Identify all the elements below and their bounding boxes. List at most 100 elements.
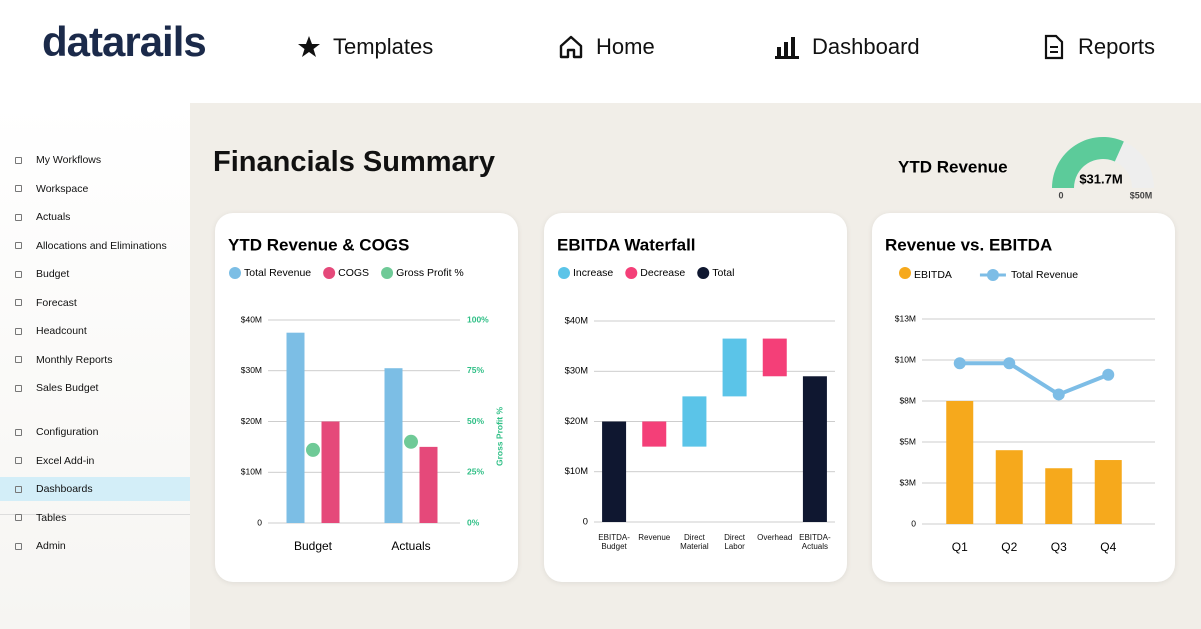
y-tick-label: $30M bbox=[565, 366, 589, 376]
nav-item[interactable]: Reports bbox=[1042, 34, 1155, 60]
x-tick-label: Budget bbox=[294, 539, 333, 553]
y2-tick-label: 100% bbox=[467, 314, 489, 324]
sidebar-item[interactable]: Configuration bbox=[0, 420, 190, 444]
sidebar-item[interactable]: My Workflows bbox=[0, 148, 190, 172]
nav-item[interactable]: Templates bbox=[297, 34, 433, 60]
y-tick-label: $40M bbox=[241, 314, 262, 324]
sidebar-item[interactable]: Tables bbox=[0, 506, 190, 530]
bar bbox=[602, 421, 627, 522]
x-tick-label: Q4 bbox=[1100, 540, 1116, 554]
sidebar-item[interactable]: Actuals bbox=[0, 205, 190, 229]
item-icon bbox=[15, 356, 22, 363]
legend-label: COGS bbox=[338, 267, 369, 279]
sidebar-item[interactable]: Workspace bbox=[0, 177, 190, 201]
gauge: YTD Revenue $31.7M 0 $50M bbox=[898, 136, 1154, 200]
y2-tick-label: 50% bbox=[467, 416, 484, 426]
point bbox=[1052, 388, 1065, 401]
gauge-value: $31.7M bbox=[1079, 171, 1122, 186]
sidebar-item[interactable]: Sales Budget bbox=[0, 376, 190, 400]
gauge-arc bbox=[1052, 136, 1124, 188]
y-tick-label: $3M bbox=[899, 477, 916, 487]
item-label: Actuals bbox=[36, 211, 71, 223]
separator bbox=[0, 514, 190, 515]
item-icon bbox=[15, 213, 22, 221]
sidebar-item[interactable]: Headcount bbox=[0, 319, 190, 343]
item-icon bbox=[15, 457, 22, 464]
point bbox=[306, 442, 320, 457]
x-tick-label: Revenue bbox=[638, 533, 671, 542]
nav-label: Templates bbox=[333, 34, 434, 59]
item-icon bbox=[15, 428, 22, 436]
sidebar-item[interactable]: Budget bbox=[0, 262, 190, 286]
nav-item[interactable]: Home bbox=[558, 34, 655, 60]
item-icon bbox=[15, 485, 22, 493]
item-icon bbox=[15, 542, 22, 550]
chart-card: Revenue vs. EBITDA 0 $3M $5M $8M $10M $13M EBIT… bbox=[872, 213, 1175, 582]
item-label: Forecast bbox=[36, 296, 77, 309]
legend-label: Total bbox=[712, 267, 734, 279]
sidebar-item[interactable]: Dashboards bbox=[0, 477, 190, 501]
legend-label: Increase bbox=[573, 267, 613, 279]
y2-tick-label: 0% bbox=[467, 517, 480, 527]
x-tick-label: Direct Material bbox=[680, 533, 709, 551]
y-tick-label: 0 bbox=[911, 518, 916, 528]
sidebar-item[interactable]: Admin bbox=[0, 534, 190, 558]
y2-axis-label: Gross Profit % bbox=[494, 407, 504, 466]
star-icon bbox=[298, 36, 320, 57]
x-tick-label: Direct Labor bbox=[724, 533, 746, 551]
y-tick-label: $10M bbox=[241, 467, 262, 477]
item-icon bbox=[15, 270, 22, 278]
bar bbox=[682, 396, 707, 447]
y-tick-label: $10M bbox=[565, 466, 589, 476]
item-icon bbox=[15, 384, 22, 392]
x-tick-label: Q2 bbox=[1001, 540, 1017, 554]
sidebar-item[interactable]: Excel Add-in bbox=[0, 449, 190, 473]
gauge-tick-label: 0 bbox=[1058, 190, 1063, 200]
bar bbox=[1045, 468, 1073, 524]
item-icon bbox=[15, 185, 22, 192]
nav-label: Home bbox=[596, 34, 655, 59]
legend-marker bbox=[381, 267, 394, 279]
bar bbox=[995, 450, 1023, 524]
x-tick-label: EBITDA-Actuals bbox=[799, 533, 831, 551]
item-label: Excel Add-in bbox=[36, 454, 95, 467]
chart: YTD Revenue & COGS 0 $10M $20M $30M $40M 0% 25%… bbox=[228, 235, 504, 553]
sidebar: My Workflows Workspace Actuals Allocations … bbox=[0, 103, 190, 629]
y-tick-label: 0 bbox=[583, 516, 588, 526]
bar bbox=[722, 338, 747, 397]
bar bbox=[802, 376, 827, 522]
gauge-title: YTD Revenue bbox=[898, 157, 1008, 176]
logo[interactable]: datarails bbox=[42, 18, 207, 65]
item-icon bbox=[15, 299, 22, 306]
y-tick-label: $8M bbox=[899, 395, 916, 405]
line bbox=[959, 361, 1109, 397]
y-tick-label: $20M bbox=[565, 416, 589, 426]
item-label: Dashboards bbox=[36, 483, 93, 495]
y2-tick-label: 25% bbox=[467, 467, 484, 477]
legend-marker bbox=[986, 269, 999, 281]
sidebar-item[interactable]: Forecast bbox=[0, 291, 190, 315]
page-title: Financials Summary bbox=[213, 146, 496, 178]
item-icon bbox=[15, 156, 22, 164]
header: datarails Templates Home Dashboard Repor… bbox=[0, 0, 1201, 103]
legend-marker bbox=[625, 267, 638, 279]
item-icon bbox=[15, 327, 22, 335]
y-tick-label: $30M bbox=[241, 365, 262, 375]
x-tick-label: EBITDA-Budget bbox=[598, 533, 630, 551]
sidebar-item[interactable]: Allocations and Eliminations bbox=[0, 234, 190, 258]
sidebar-item[interactable]: Monthly Reports bbox=[0, 348, 190, 372]
legend-marker bbox=[899, 267, 911, 279]
y-tick-label: 0 bbox=[257, 517, 262, 527]
point bbox=[1003, 357, 1016, 370]
legend-label: Gross Profit % bbox=[396, 267, 464, 279]
bar bbox=[321, 421, 340, 523]
legend-label: Total Revenue bbox=[244, 267, 311, 279]
y-tick-label: $10M bbox=[895, 354, 916, 364]
chart-title: YTD Revenue & COGS bbox=[228, 235, 409, 254]
nav-item[interactable]: Dashboard bbox=[774, 34, 920, 60]
legend-label: EBITDA bbox=[914, 269, 952, 281]
nav-label: Reports bbox=[1078, 34, 1156, 59]
y-tick-label: $40M bbox=[565, 315, 589, 325]
item-label: Monthly Reports bbox=[36, 353, 113, 366]
